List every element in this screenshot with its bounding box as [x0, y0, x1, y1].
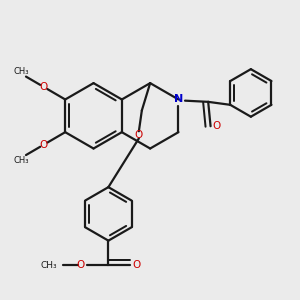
Text: CH₃: CH₃ [13, 67, 29, 76]
Text: O: O [132, 260, 140, 270]
Text: O: O [40, 82, 48, 92]
Text: CH₃: CH₃ [13, 156, 29, 165]
Text: CH₃: CH₃ [40, 260, 57, 269]
Text: O: O [135, 130, 143, 140]
Text: O: O [40, 140, 48, 150]
Text: O: O [212, 121, 220, 131]
Text: O: O [76, 260, 85, 270]
Text: N: N [174, 94, 183, 104]
